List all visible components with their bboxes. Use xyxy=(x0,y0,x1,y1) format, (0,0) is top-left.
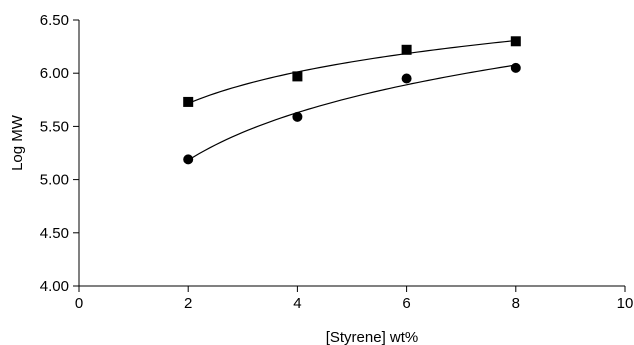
y-tick-label: 6.00 xyxy=(40,65,69,82)
y-tick-label: 5.00 xyxy=(40,172,69,189)
x-tick-label: 0 xyxy=(75,295,83,312)
circle-marker xyxy=(183,154,194,165)
markers xyxy=(183,36,521,165)
square-marker xyxy=(510,36,521,47)
trendlines xyxy=(187,39,516,161)
x-ticks: 0 2 4 6 8 10 xyxy=(75,286,634,312)
trendline-square xyxy=(187,39,516,104)
square-marker xyxy=(183,96,194,107)
x-tick-label: 4 xyxy=(293,295,301,312)
x-tick-label: 6 xyxy=(402,295,410,312)
x-tick-label: 2 xyxy=(184,295,192,312)
y-tick-label: 4.00 xyxy=(40,278,69,295)
y-tick-label: 4.50 xyxy=(40,225,69,242)
square-marker xyxy=(292,71,303,82)
y-tick-label: 5.50 xyxy=(40,118,69,135)
circle-marker xyxy=(292,111,303,122)
plot-area xyxy=(78,20,625,287)
x-axis-title: [Styrene] wt% xyxy=(326,329,419,345)
x-tick-label: 10 xyxy=(617,295,634,312)
y-axis-title: Log MW xyxy=(9,114,26,171)
y-tick-label: 6.50 xyxy=(40,12,69,29)
x-tick-label: 8 xyxy=(512,295,520,312)
square-marker xyxy=(401,44,412,55)
trendline-circle xyxy=(187,64,516,161)
circle-marker xyxy=(510,62,521,73)
circle-marker xyxy=(401,73,412,84)
y-ticks: 4.00 4.50 5.00 5.50 6.00 6.50 xyxy=(40,12,79,295)
